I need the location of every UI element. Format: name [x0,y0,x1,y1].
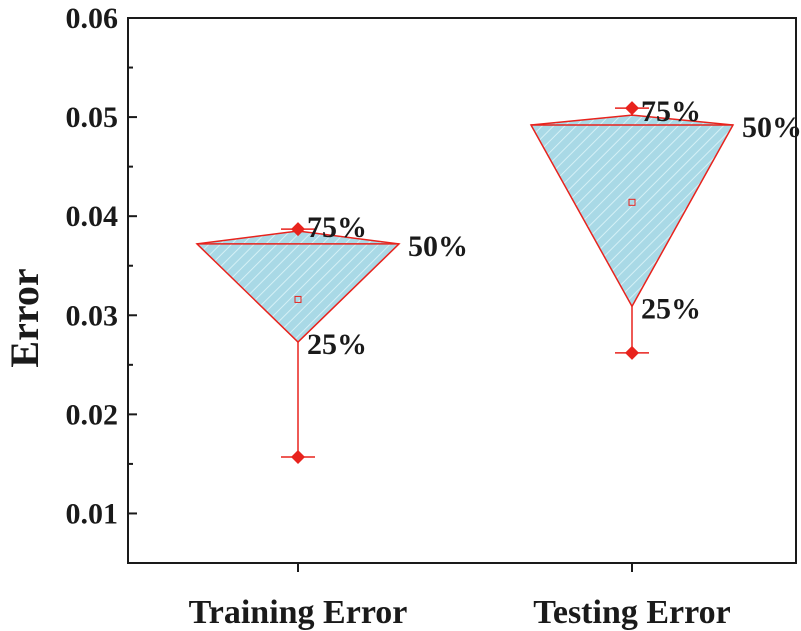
y-tick-label: 0.02 [66,398,119,431]
y-axis: 0.01 0.02 0.03 0.04 0.05 0.06 [66,2,137,530]
max-marker [625,101,639,116]
q1-label: 25% [307,328,367,361]
min-marker [291,449,305,464]
q1-label: 25% [641,292,701,325]
x-axis: Training Error Testing Error [189,563,731,631]
box-body [529,114,735,308]
box-body [195,230,401,344]
y-tick-label: 0.01 [66,497,119,530]
y-tick-label: 0.05 [66,101,119,134]
plot-frame [127,17,797,564]
x-category-label: Testing Error [533,594,730,631]
q3-label: 75% [641,95,701,128]
plot-border [127,17,797,564]
min-marker [625,345,639,360]
y-axis-title: Error [2,268,47,367]
q3-label: 75% [307,211,367,244]
box-group: 75% 50% 25% [195,211,468,464]
max-marker [291,222,305,237]
mean-marker [628,198,636,206]
y-tick-label: 0.06 [66,2,119,35]
x-category-label: Training Error [189,594,408,631]
median-label: 50% [742,111,801,144]
y-tick-label: 0.04 [66,200,119,233]
y-tick-label: 0.03 [66,299,119,332]
median-label: 50% [408,230,468,263]
box-group: 75% 50% 25% [529,95,801,360]
mean-marker [294,295,302,303]
boxes: 75% 50% 25% 75% 50% 25% [195,95,801,464]
